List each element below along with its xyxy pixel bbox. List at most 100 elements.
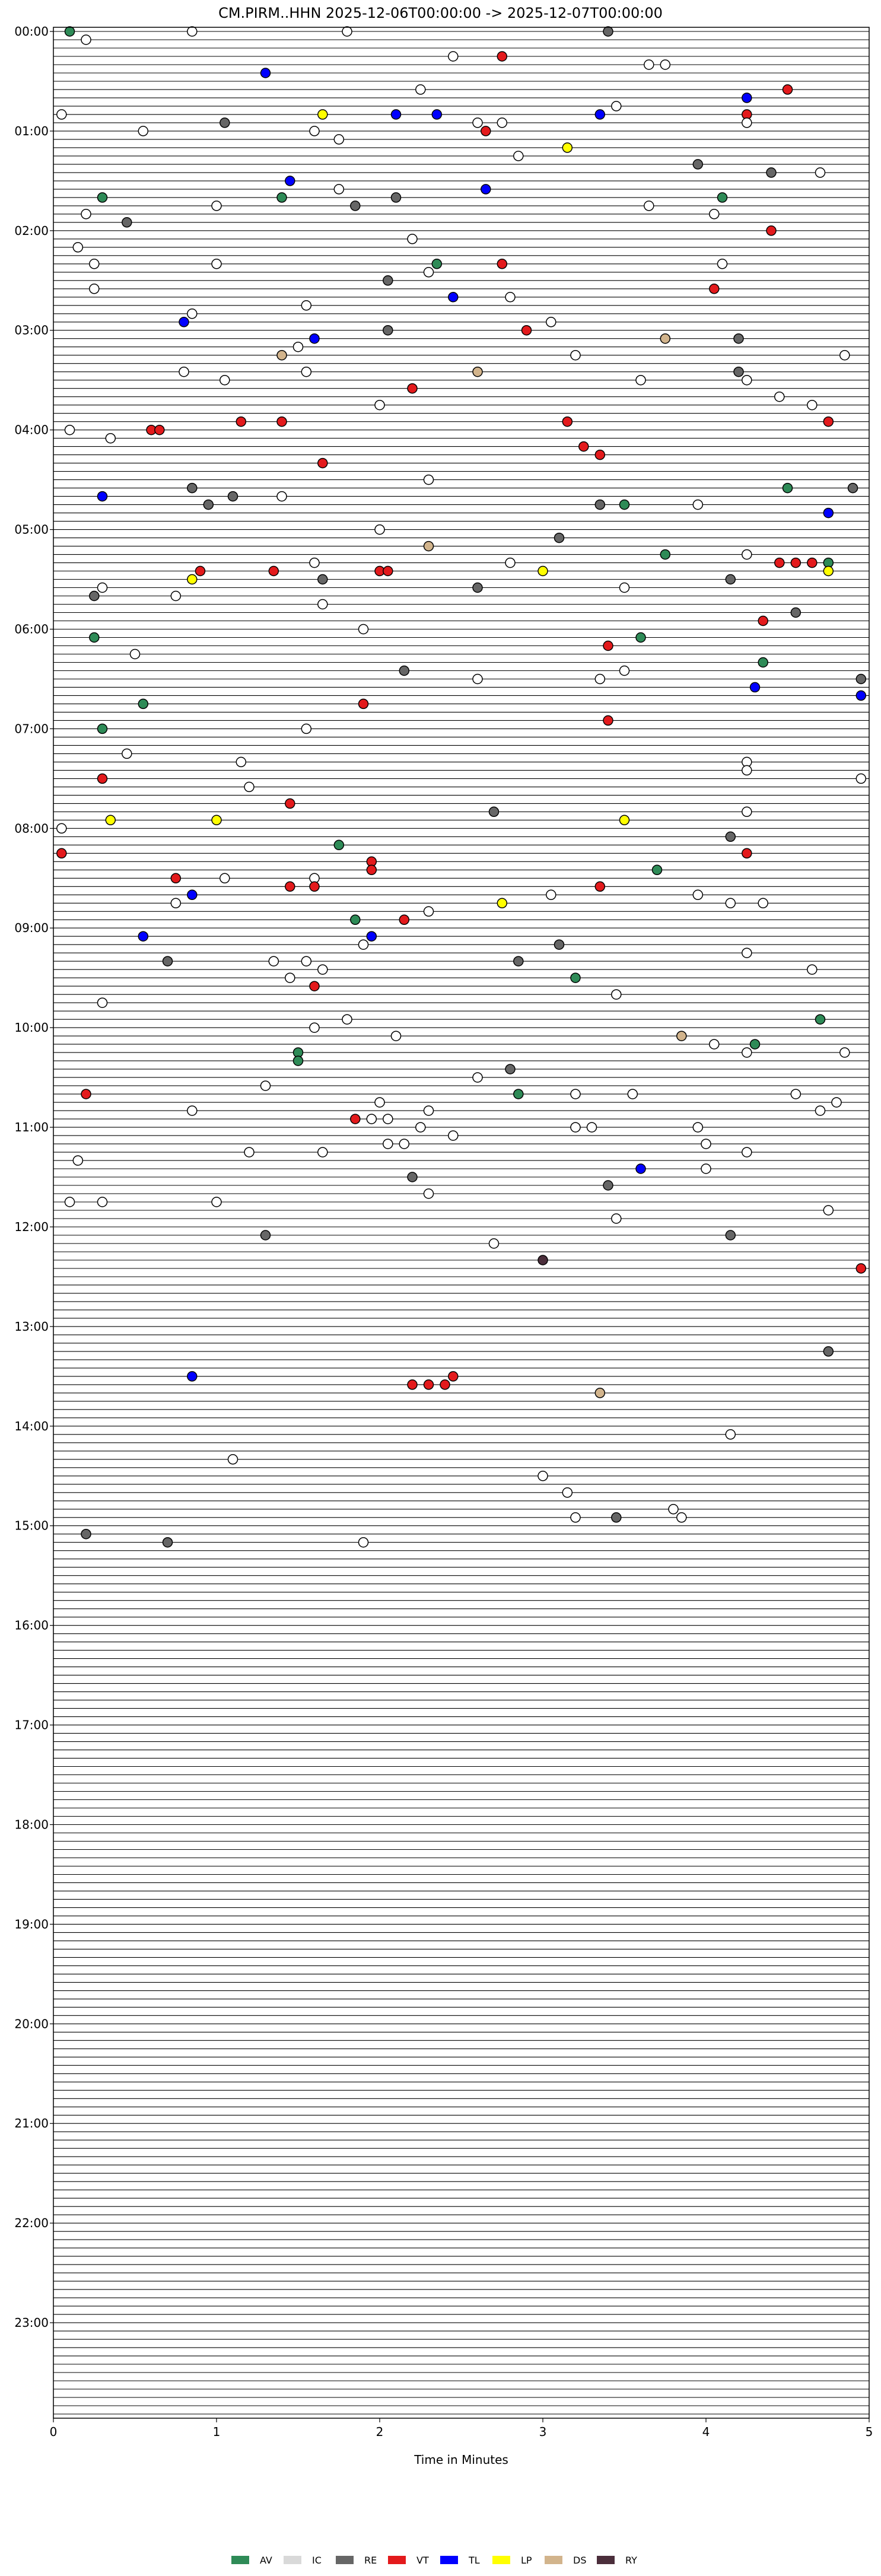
event-marker-vt <box>236 416 247 427</box>
event-marker-open <box>236 756 247 768</box>
event-marker-av <box>782 482 793 494</box>
event-marker-vt <box>285 881 295 892</box>
event-marker-open <box>89 259 100 269</box>
event-marker-open <box>742 1047 752 1058</box>
event-marker-open <box>570 1122 581 1133</box>
event-marker-open <box>317 964 328 975</box>
event-marker-av <box>276 192 287 203</box>
event-marker-vt <box>366 864 377 876</box>
event-marker-re <box>227 491 238 502</box>
event-marker-open <box>342 26 352 37</box>
legend-label-ic: IC <box>312 2555 322 2566</box>
x-tick-label: 4 <box>702 2425 710 2439</box>
event-marker-open <box>122 748 132 759</box>
event-marker-open <box>758 898 768 909</box>
event-marker-open <box>97 582 108 593</box>
y-axis: 00:00 01:00 02:00 03:00 04:00 05:00 06:00 07:00… <box>14 24 53 2330</box>
y-tick-label: 18:00 <box>14 1817 49 1831</box>
event-marker-re <box>122 217 132 228</box>
event-marker-open <box>407 234 418 244</box>
event-marker-re <box>407 1172 418 1182</box>
event-marker-open <box>660 59 671 70</box>
event-marker-open <box>472 673 483 685</box>
event-marker-open <box>742 806 752 818</box>
event-marker-vt <box>578 441 589 452</box>
event-marker-re <box>488 806 500 818</box>
event-marker-open <box>72 242 84 253</box>
event-markers <box>56 26 867 1548</box>
event-marker-open <box>423 1188 434 1199</box>
event-marker-tl <box>431 109 443 120</box>
event-marker-av <box>749 1039 761 1050</box>
event-marker-open <box>187 1105 198 1116</box>
event-marker-open <box>415 84 426 95</box>
event-marker-re <box>766 167 777 178</box>
event-marker-open <box>701 1163 711 1174</box>
event-marker-open <box>423 1105 434 1116</box>
event-marker-vt <box>317 457 328 469</box>
event-marker-open <box>358 1537 369 1548</box>
event-marker-open <box>374 524 385 535</box>
event-marker-vt <box>309 981 320 991</box>
event-marker-vt <box>521 325 532 336</box>
event-marker-open <box>292 341 304 352</box>
event-marker-vt <box>807 557 818 568</box>
event-marker-tl <box>742 93 752 103</box>
event-marker-ry <box>537 1255 548 1265</box>
event-marker-open <box>72 1155 84 1166</box>
event-marker-vt <box>855 1263 867 1274</box>
event-marker-open <box>301 723 312 734</box>
x-axis-label: Time in Minutes <box>414 2453 508 2467</box>
event-marker-open <box>390 1031 402 1041</box>
legend-swatch-av <box>231 2556 249 2564</box>
event-marker-ds <box>423 540 434 552</box>
event-marker-av <box>513 1089 524 1099</box>
x-tick-label: 3 <box>539 2425 547 2439</box>
event-marker-re <box>399 665 410 676</box>
event-marker-open <box>244 781 255 793</box>
event-marker-vt <box>97 773 108 784</box>
event-marker-open <box>301 366 312 377</box>
event-marker-vt <box>423 1379 434 1390</box>
event-marker-open <box>701 1138 711 1149</box>
event-marker-open <box>97 997 108 1008</box>
event-marker-open <box>170 898 182 909</box>
event-marker-open <box>64 424 75 435</box>
event-marker-re <box>733 366 744 377</box>
event-marker-open <box>644 59 654 70</box>
event-marker-vt <box>497 259 508 269</box>
event-marker-vt <box>407 1379 418 1390</box>
event-marker-re <box>733 333 744 344</box>
y-tick-label: 08:00 <box>14 821 49 835</box>
y-tick-label: 16:00 <box>14 1618 49 1633</box>
y-tick-label: 02:00 <box>14 224 49 238</box>
x-tick-label: 5 <box>866 2425 873 2439</box>
event-marker-open <box>260 1080 271 1091</box>
event-marker-open <box>448 51 459 62</box>
event-marker-vt <box>285 798 295 809</box>
event-marker-open <box>505 292 516 303</box>
event-marker-open <box>505 557 516 568</box>
event-marker-open <box>619 582 630 593</box>
y-tick-label: 00:00 <box>14 24 49 39</box>
event-marker-open <box>635 374 646 386</box>
legend-label-tl: TL <box>468 2555 480 2566</box>
event-marker-open <box>56 823 67 834</box>
event-marker-open <box>668 1504 679 1515</box>
event-marker-vt <box>170 873 182 884</box>
event-marker-vt <box>448 1371 459 1382</box>
event-marker-av <box>64 26 75 37</box>
event-marker-open <box>56 109 67 120</box>
event-marker-tl <box>187 1371 198 1382</box>
event-marker-open <box>81 34 91 45</box>
legend-label-lp: LP <box>521 2555 532 2566</box>
event-marker-ds <box>676 1031 687 1041</box>
event-marker-tl <box>260 68 271 78</box>
y-tick-label: 01:00 <box>14 124 49 138</box>
event-marker-vt <box>562 416 573 427</box>
event-marker-open <box>423 474 434 485</box>
event-marker-open <box>611 101 622 112</box>
event-marker-tl <box>138 931 149 942</box>
event-marker-open <box>211 201 222 211</box>
event-marker-open <box>138 126 149 136</box>
